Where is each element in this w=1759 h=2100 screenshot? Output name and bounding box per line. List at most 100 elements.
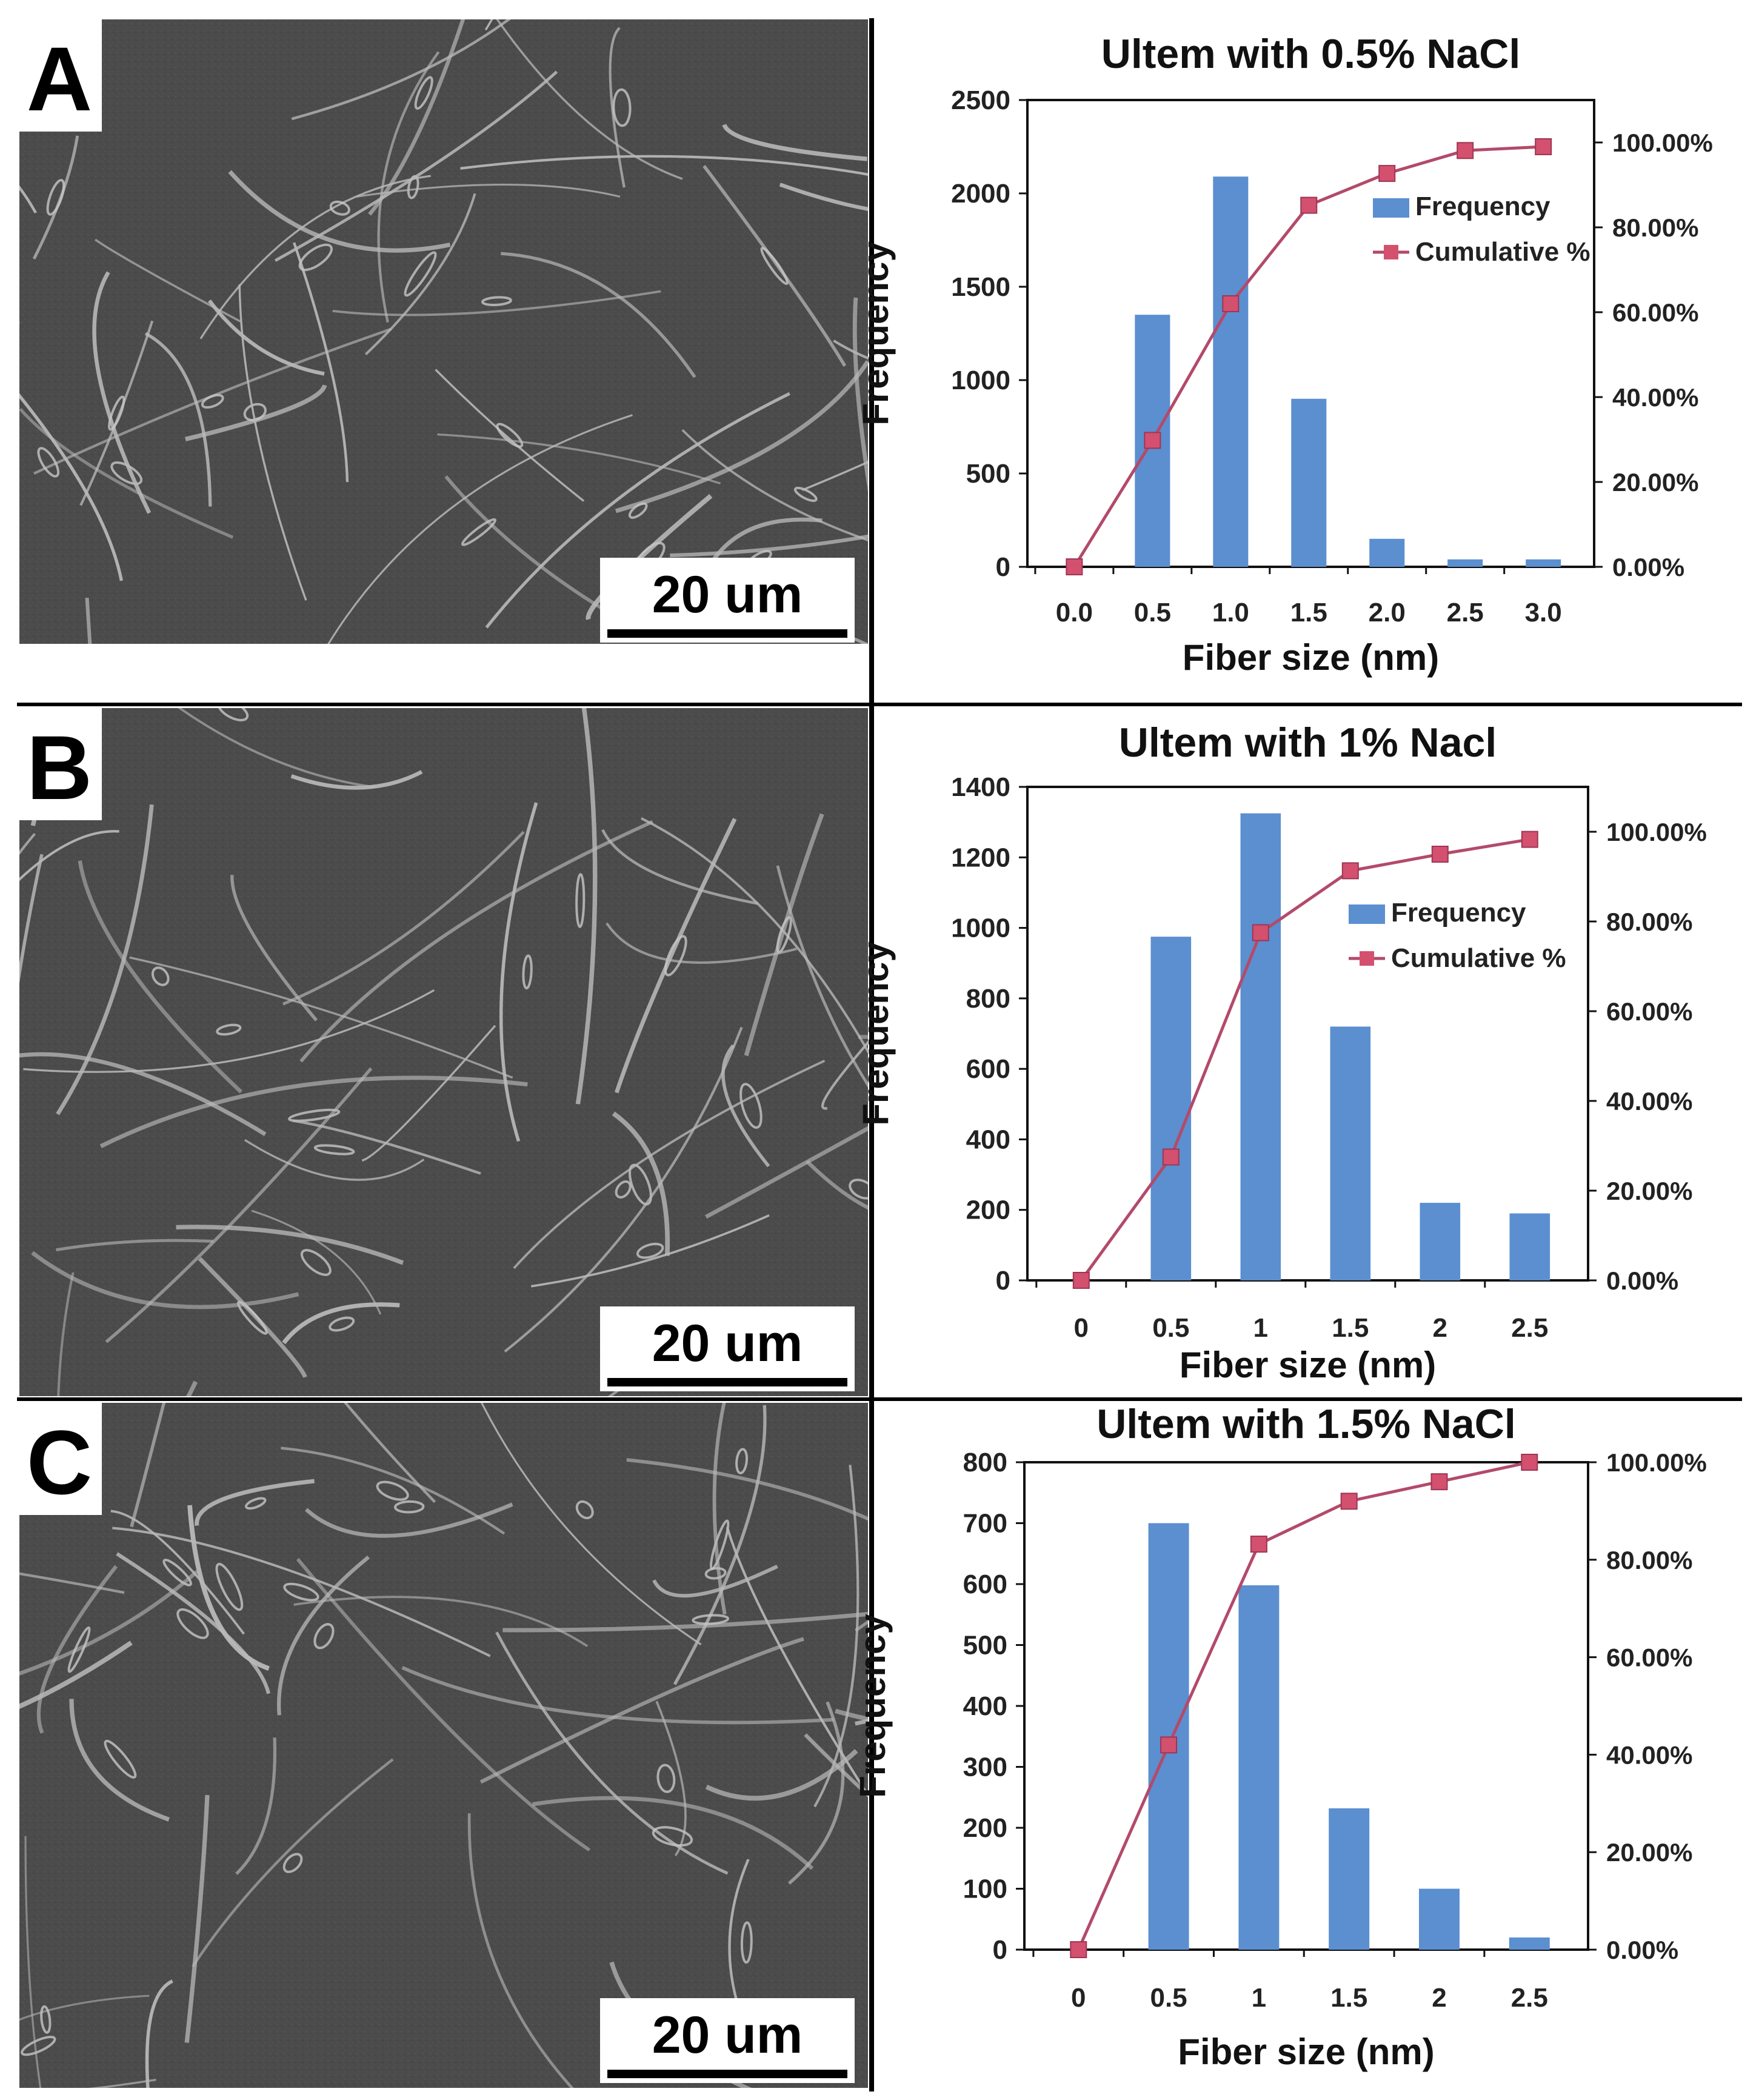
fiber xyxy=(835,1708,868,1722)
sem-panel-b: B 20 um xyxy=(19,708,868,1396)
fiber xyxy=(479,1637,804,1784)
fiber xyxy=(195,1479,315,1526)
fiber xyxy=(401,1666,834,1725)
fiber-bead xyxy=(108,395,125,431)
fiber xyxy=(530,1214,770,1288)
scale-bar-label: 20 um xyxy=(652,1314,803,1373)
x-tick-label: 1 xyxy=(1252,1983,1266,2013)
fiber xyxy=(99,1075,528,1148)
panel-dividers xyxy=(17,18,1742,2092)
fiber xyxy=(238,284,307,601)
fiber xyxy=(281,1446,506,1535)
fiber xyxy=(192,1758,394,1968)
sem-panel-a-margin xyxy=(19,644,868,702)
x-tick-label: 1.0 xyxy=(1212,598,1249,627)
scale-bar-box xyxy=(600,1306,855,1391)
fiber xyxy=(276,1555,370,1716)
fiber xyxy=(187,1505,270,1671)
y-axis-label: Frequency xyxy=(852,1614,893,1798)
panel-letter: A xyxy=(27,28,92,130)
x-tick-label: 3.0 xyxy=(1525,598,1562,627)
y-tick-label: 100 xyxy=(963,1874,1007,1904)
fiber-bead xyxy=(300,1249,332,1276)
legend: Frequency Cumulative % xyxy=(1349,898,1566,973)
fiber xyxy=(19,1570,199,1676)
fiber xyxy=(19,408,234,539)
y-tick-label: 300 xyxy=(963,1753,1007,1782)
fiber-bead xyxy=(404,251,437,297)
x-tick-label: 0.5 xyxy=(1134,598,1171,627)
fiber-bead xyxy=(760,247,789,286)
y-tick-label: 0 xyxy=(996,552,1010,582)
cumulative-marker xyxy=(1072,1272,1090,1289)
chart-b: Ultem with 1% Nacl 0 200 400 600 800 1000 1200 1… xyxy=(855,720,1707,1385)
fiber xyxy=(274,70,558,262)
legend-label: Frequency xyxy=(1415,192,1550,221)
cumulative-line xyxy=(1080,838,1530,1282)
fiber-bead xyxy=(151,966,170,986)
cumulative-marker xyxy=(1340,1493,1358,1510)
fiber-bead xyxy=(313,1144,355,1155)
fiber xyxy=(19,854,44,984)
y2-tick-label: 0.00% xyxy=(1612,553,1684,581)
plot-area xyxy=(1026,786,1589,1282)
fiber xyxy=(56,1239,213,1252)
fiber-bead xyxy=(201,393,224,409)
fiber xyxy=(615,360,868,513)
fiber xyxy=(681,429,868,541)
cumulative-marker xyxy=(1341,862,1359,880)
fiber xyxy=(670,534,868,558)
fiber xyxy=(230,875,318,1022)
fiber xyxy=(293,242,349,483)
y-tick-label: 200 xyxy=(966,1195,1010,1225)
bar xyxy=(1148,1523,1189,1950)
y-tick-label: 400 xyxy=(963,1691,1007,1721)
chart-title: Ultem with 1.5% NaCl xyxy=(1096,1401,1516,1447)
fiber xyxy=(513,1059,826,1269)
y-axis-label: Frequency xyxy=(855,241,896,426)
legend-label: Frequency xyxy=(1391,898,1526,928)
x-axis-label: Fiber size (nm) xyxy=(1180,1345,1436,1385)
bar xyxy=(1509,1213,1550,1280)
y2-tick-label: 20.00% xyxy=(1606,1177,1692,1205)
fiber xyxy=(282,1302,400,1345)
fiber-bead xyxy=(237,1300,268,1335)
y2-tick-label: 0.00% xyxy=(1606,1266,1678,1295)
y2-tick-label: 40.00% xyxy=(1606,1087,1692,1115)
fiber xyxy=(19,1995,150,2021)
fiber-bead xyxy=(793,486,818,503)
y-tick-label: 600 xyxy=(966,1054,1010,1084)
fiber xyxy=(184,1794,210,2043)
fiber xyxy=(801,461,868,492)
fiber-bead xyxy=(892,1799,932,1833)
fiber xyxy=(813,1465,859,1808)
bar xyxy=(1419,1888,1460,1950)
fiber xyxy=(444,475,622,622)
y2-tick-label: 100.00% xyxy=(1606,818,1707,846)
fiber-bead xyxy=(376,1480,409,1501)
panel-letter-badge xyxy=(19,708,102,820)
fiber xyxy=(56,804,154,1115)
x-tick-label: 1.5 xyxy=(1290,598,1327,627)
y2-tick-label: 80.00% xyxy=(1612,213,1698,242)
x-tick-label: 2.0 xyxy=(1369,598,1406,627)
charts: Ultem with 0.5% NaCl05001000150020002500… xyxy=(852,31,1713,2072)
cumulative-marker xyxy=(1070,1941,1087,1958)
fiber-bead xyxy=(628,1163,652,1206)
fiber xyxy=(502,1611,868,1633)
frequency-bars xyxy=(1150,813,1550,1280)
fiber xyxy=(105,1067,373,1343)
fiber-bead xyxy=(67,1626,91,1673)
fiber-bead xyxy=(481,296,512,307)
fiber xyxy=(198,1257,307,1378)
cumulative-marker xyxy=(1162,1148,1180,1166)
y2-tick-label: 40.00% xyxy=(1612,383,1698,412)
fiber xyxy=(806,1160,868,1210)
fiber-bead xyxy=(740,1921,753,1964)
fiber xyxy=(833,339,868,360)
fiber xyxy=(504,1026,743,1353)
x-tick-label: 0.5 xyxy=(1150,1983,1187,2013)
x-tick-label: 0.0 xyxy=(1056,598,1093,627)
fiber xyxy=(852,297,868,492)
